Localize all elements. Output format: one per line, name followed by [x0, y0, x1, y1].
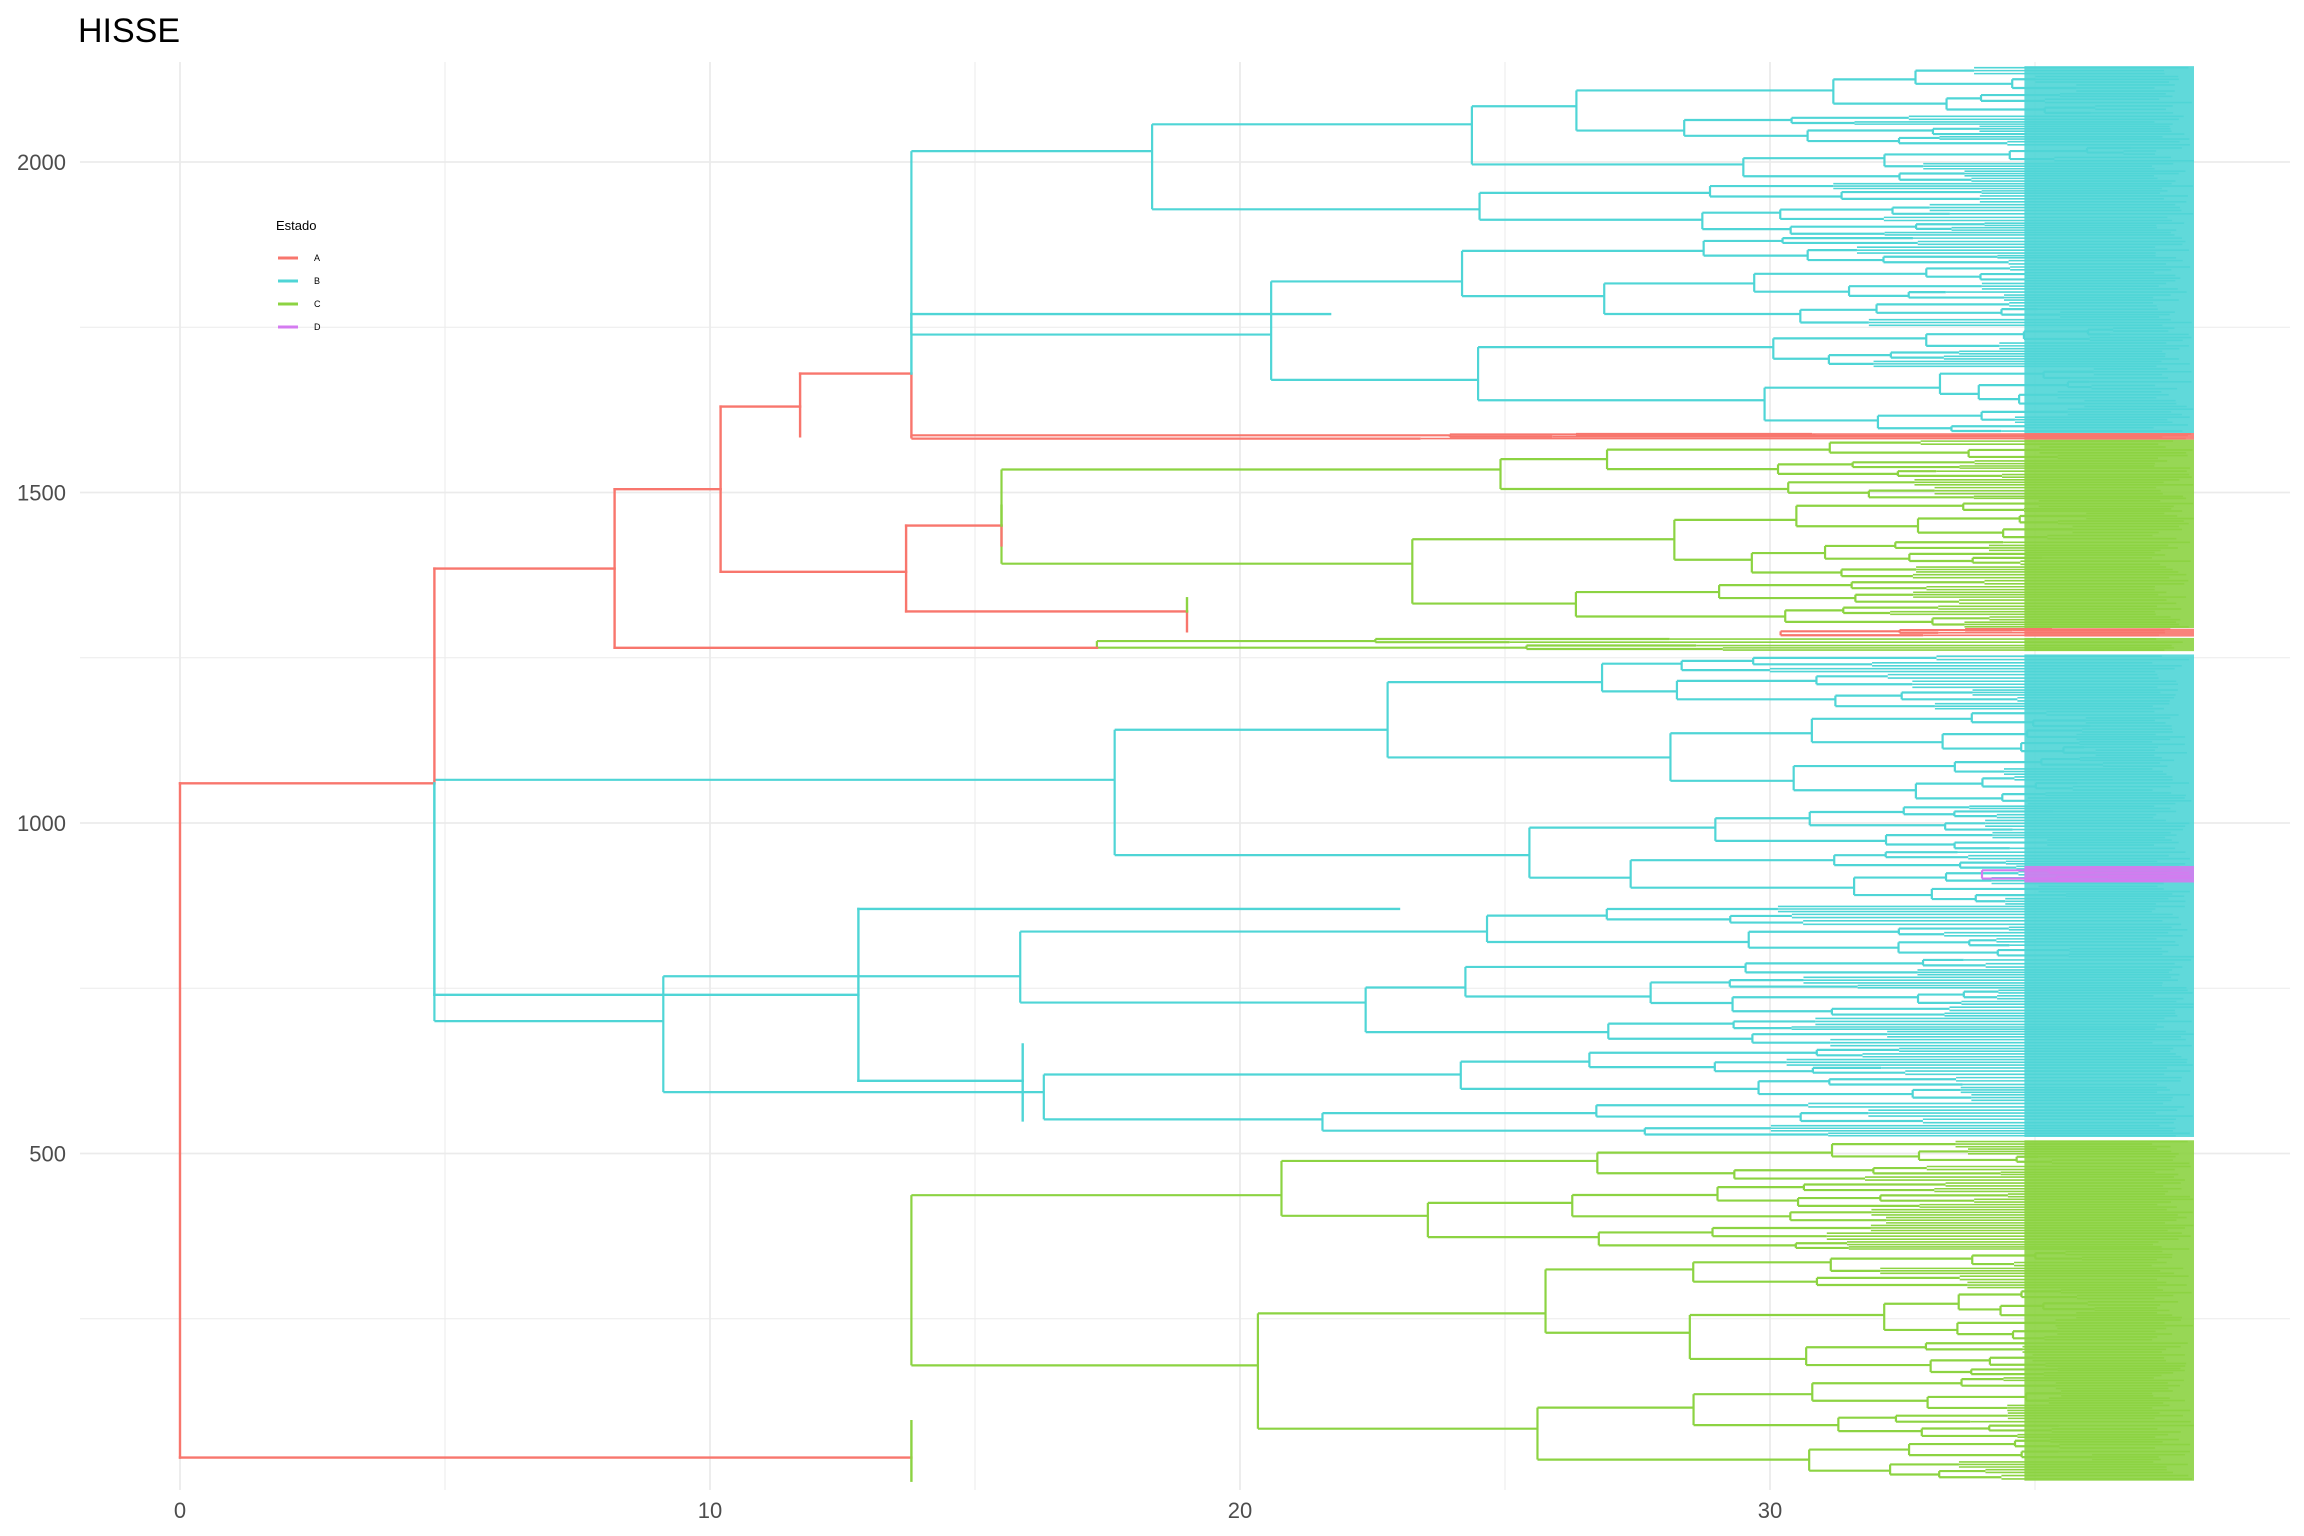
clade-b-1	[433, 654, 2194, 1137]
tree-branches	[178, 66, 2194, 1482]
clade-a-4	[1779, 628, 2194, 637]
legend-label-c: C	[314, 299, 321, 309]
tip-bundle	[2024, 637, 2194, 652]
clade-a-6	[910, 432, 2194, 440]
backbone-branches	[178, 312, 1401, 1482]
clade-c-0	[910, 1140, 2194, 1481]
x-tick-label: 0	[174, 1498, 186, 1523]
legend-title: Estado	[276, 218, 316, 233]
chart-title: HISSE	[78, 12, 180, 50]
x-tick-label: 20	[1228, 1498, 1252, 1523]
legend: Estado A B C D	[276, 218, 321, 332]
clade-c-5	[1000, 439, 2194, 629]
y-tick-label: 1000	[17, 811, 66, 836]
clade-d-2	[1980, 865, 2194, 883]
clade-b-7	[910, 66, 2194, 434]
y-tick-label: 2000	[17, 150, 66, 175]
legend-label-d: D	[314, 322, 321, 332]
legend-label-b: B	[314, 276, 320, 286]
x-tick-label: 30	[1758, 1498, 1782, 1523]
legend-label-a: A	[314, 253, 320, 263]
y-tick-label: 500	[29, 1142, 66, 1167]
clade-c-3	[1095, 637, 2194, 652]
axis-tick-labels: 0 10 20 30 500 1000 1500 2000	[17, 150, 1782, 1523]
y-tick-label: 1500	[17, 481, 66, 506]
x-tick-label: 10	[698, 1498, 722, 1523]
